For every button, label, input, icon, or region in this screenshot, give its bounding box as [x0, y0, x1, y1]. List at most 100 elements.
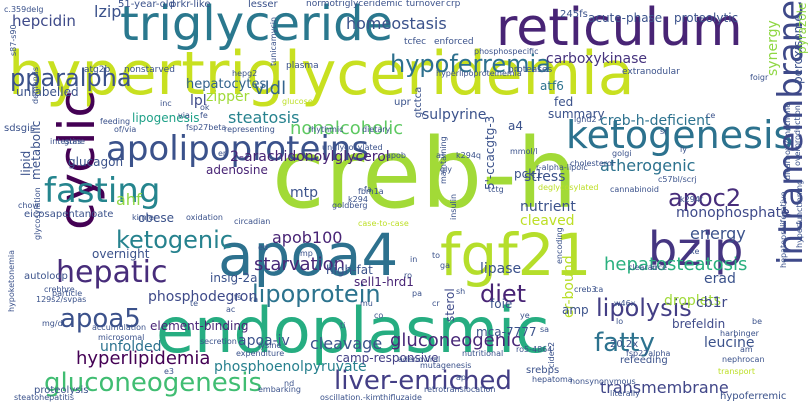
- cloud-word: as: [436, 151, 446, 160]
- cloud-word: hepatosteatosis: [604, 254, 748, 275]
- cloud-word: carboxykinase: [546, 51, 647, 67]
- cloud-word: creb-h: [272, 118, 578, 230]
- cloud-word: insulin: [449, 193, 458, 220]
- cloud-word: pparalpha: [10, 64, 132, 92]
- cloud-word: nutrient: [520, 199, 576, 215]
- cloud-word: fatty: [594, 328, 655, 358]
- cloud-word: oscillation.-kim: [320, 393, 381, 402]
- cloud-word: sterol: [443, 288, 457, 322]
- cloud-word: literally: [610, 389, 640, 398]
- cloud-word: maintaining: [439, 136, 448, 184]
- cloud-word: steatohepatitis: [14, 393, 75, 402]
- cloud-word: prkr-like: [170, 0, 211, 10]
- cloud-word: circadian: [234, 217, 271, 226]
- cloud-word: fbm1a: [358, 187, 384, 196]
- cloud-word: crebhre: [44, 285, 75, 294]
- cloud-word: hepg2: [232, 69, 258, 78]
- cloud-word: hypoferremia: [390, 50, 551, 78]
- cloud-word: diet: [480, 280, 527, 308]
- cloud-word: plasma: [286, 61, 319, 71]
- cloud-word: ac: [226, 305, 236, 314]
- cloud-word: k294: [348, 195, 368, 204]
- cloud-word: glycosylation: [33, 187, 42, 240]
- cloud-word: e3: [164, 367, 175, 376]
- cloud-word: lo: [616, 317, 624, 326]
- cloud-word: starvation: [254, 254, 346, 275]
- cloud-word: energy: [690, 224, 746, 243]
- cloud-word: 51-year-old: [118, 0, 175, 10]
- cloud-word: eicosapentanoate: [24, 209, 114, 220]
- cloud-word: ga: [440, 261, 450, 270]
- cloud-word: atg2b: [84, 65, 111, 75]
- cloud-word: harbinger: [720, 329, 759, 338]
- cloud-word: lipoprotein: [252, 280, 381, 308]
- cloud-word: apob: [386, 151, 406, 160]
- cloud-word: dietary: [362, 125, 391, 134]
- cloud-word: ro5-4864: [516, 345, 553, 354]
- cloud-word: apoa-iv: [238, 333, 290, 349]
- cloud-word: golgi: [612, 149, 632, 158]
- cloud-word: hepatocytes: [186, 77, 267, 92]
- cloud-word: cleaved: [520, 213, 575, 229]
- cloud-word: lipolysis: [596, 294, 692, 322]
- cloud-word: thifluzaide: [380, 393, 422, 402]
- cloud-word: unglycosylated: [322, 143, 383, 152]
- cloud-word: sulpyrine: [422, 107, 487, 123]
- cloud-word: creb3: [574, 285, 597, 294]
- cloud-word: hyperlipidemia: [76, 348, 211, 369]
- cloud-word: co: [374, 311, 384, 320]
- cloud-word: via: [178, 111, 190, 120]
- cloud-word: obese: [138, 211, 174, 225]
- cloud-word: fa: [364, 185, 372, 194]
- cloud-word: rhythmic: [308, 125, 344, 134]
- cloud-word: pa: [412, 289, 422, 298]
- cloud-word: c57bl/scrj: [658, 175, 697, 184]
- cloud-word: adenosine: [206, 163, 268, 177]
- cloud-word: mutagenesis: [420, 361, 472, 370]
- cloud-word: refeeding: [620, 355, 668, 366]
- cloud-word: be: [752, 317, 762, 326]
- cloud-word: ye: [520, 311, 530, 320]
- cloud-word: lzip: [94, 2, 122, 21]
- cloud-word: high-fat: [326, 263, 373, 277]
- cloud-word: triglyceride: [120, 0, 394, 52]
- cloud-word: proteases: [508, 65, 553, 75]
- cloud-word: cr: [432, 299, 440, 308]
- cloud-word: apoa5: [60, 304, 141, 334]
- cloud-word: phosphodegron: [148, 289, 258, 305]
- cloud-word: hypoferremic: [720, 391, 787, 402]
- cloud-word: ok: [200, 103, 210, 112]
- cloud-word: microsomal: [98, 333, 145, 342]
- cloud-word: ly: [680, 145, 687, 154]
- cloud-word: unfolded: [100, 339, 162, 355]
- cloud-word: hepatoproliferative: [779, 191, 788, 268]
- cloud-word: lpl: [190, 93, 207, 109]
- cloud-word: pyrazole: [795, 2, 808, 54]
- cloud-word: ce: [706, 111, 716, 120]
- cloud-word: kimler: [132, 213, 158, 222]
- cloud-word: am: [740, 345, 753, 354]
- cloud-word: cb1r: [696, 295, 728, 311]
- cloud-word: clearance: [628, 263, 668, 272]
- cloud-word: encoding: [555, 227, 564, 264]
- cloud-word: gras: [64, 137, 82, 146]
- cloud-word: brefeldin: [672, 317, 726, 331]
- cloud-word: particle: [52, 289, 83, 298]
- cloud-word: 20.2x: [610, 339, 639, 350]
- cloud-word: cannabinoid: [610, 185, 659, 194]
- cloud-word: adenoviral: [398, 355, 441, 364]
- cloud-word: hypertriglyceridemia: [8, 39, 635, 109]
- cloud-word: apolipoproteins: [106, 129, 370, 169]
- cloud-word: monophosphate: [676, 205, 790, 221]
- cloud-word: w46x: [614, 299, 636, 308]
- cloud-word: sa: [540, 325, 550, 334]
- cloud-word: nephrocan: [722, 355, 765, 364]
- cloud-word: bzip: [648, 222, 744, 276]
- cloud-word: ketogenesis: [566, 113, 794, 157]
- cloud-word: ro: [404, 271, 413, 280]
- cloud-word: k294r: [680, 195, 704, 204]
- cloud-word: acute-phase: [588, 11, 663, 25]
- cloud-word: ed: [258, 243, 268, 252]
- cloud-word: oxidation: [186, 213, 223, 222]
